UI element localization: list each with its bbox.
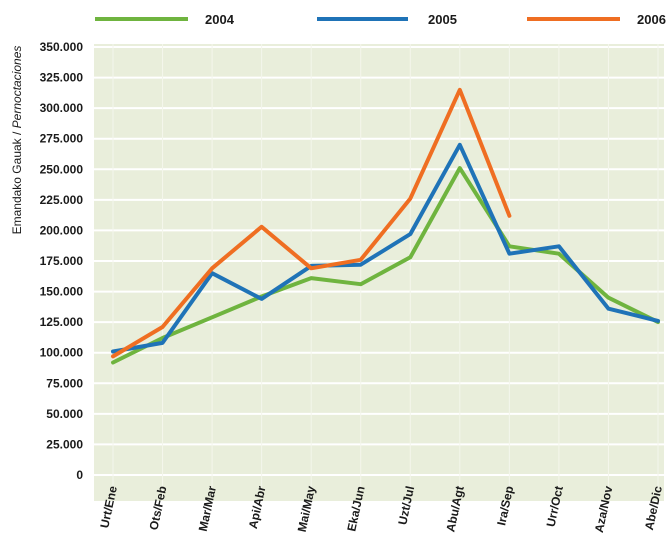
series-lines: [111, 87, 660, 365]
legend-label-2004: 2004: [205, 12, 235, 27]
y-tick-label: 25.000: [46, 437, 83, 451]
y-tick-label: 0: [76, 468, 83, 482]
grid-lines: [94, 46, 664, 476]
y-tick-label: 300.000: [40, 101, 84, 115]
vertical-grid-lines: [112, 44, 659, 501]
legend-label-2006: 2006: [637, 12, 666, 27]
y-tick-label: 150.000: [40, 285, 84, 299]
y-tick-label: 200.000: [40, 223, 84, 237]
y-tick-label: 75.000: [46, 376, 83, 390]
y-axis-label: Emandako Gauak / Pernoctaciones: [10, 46, 24, 235]
series-line-2004: [111, 166, 660, 365]
y-axis-ticks: 350.000 325.000 300.000 275.000 250.000 225.0…: [40, 40, 84, 482]
series-line-2005: [111, 142, 660, 354]
y-tick-label: 225.000: [40, 193, 84, 207]
y-tick-label: 350.000: [40, 40, 84, 54]
y-tick-label: 125.000: [40, 315, 84, 329]
y-tick-label: 325.000: [40, 71, 84, 85]
y-tick-label: 175.000: [40, 254, 84, 268]
legend: 2004 2005 2006: [95, 12, 666, 27]
y-tick-label: 250.000: [40, 162, 84, 176]
legend-label-2005: 2005: [428, 12, 457, 27]
y-axis-label-main: Emandako Gauak /: [10, 128, 24, 234]
y-tick-label: 100.000: [40, 346, 84, 360]
y-tick-label: 50.000: [46, 407, 83, 421]
y-axis-label-italic: Pernoctaciones: [10, 46, 24, 129]
y-tick-label: 275.000: [40, 132, 84, 146]
